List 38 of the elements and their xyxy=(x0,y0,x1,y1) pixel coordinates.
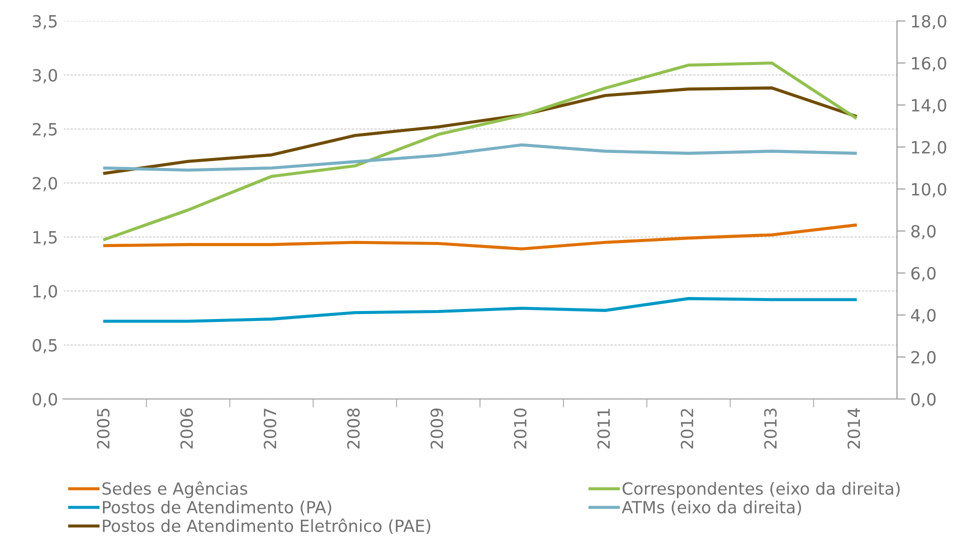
y-tick-label: 0,0 xyxy=(32,392,58,408)
y-tick-label: 1,0 xyxy=(33,284,58,300)
y-tick-label: 2,5 xyxy=(32,122,57,138)
line-series xyxy=(103,61,857,241)
x-tick-label: 2011 xyxy=(597,408,610,449)
line-series xyxy=(103,224,857,250)
x-tick-label: 2010 xyxy=(514,408,527,449)
x-tick-label: 2006 xyxy=(180,408,193,449)
y-tick-label: 3,5 xyxy=(32,14,57,30)
y2-tick-label: 0,0 xyxy=(911,392,936,408)
y2-tick-label: 4,0 xyxy=(911,308,936,324)
legend-label: Postos de Atendimento Eletrônico (PAE) xyxy=(102,518,430,534)
y2-tick-label: 8,0 xyxy=(911,224,936,240)
y-tick-label: 3,0 xyxy=(32,68,58,84)
y2-tick-label: 16,0 xyxy=(912,56,946,72)
x-tick-label: 2009 xyxy=(430,408,444,449)
y-tick-label: 2,0 xyxy=(32,176,58,192)
y-tick-label: 1,5 xyxy=(33,231,57,246)
legend-label: Postos de Atendimento (PA) xyxy=(102,500,332,516)
x-tick-label: 2007 xyxy=(264,408,276,449)
legend-label: Sedes e Agências xyxy=(102,481,248,498)
x-tick-label: 2013 xyxy=(764,408,777,449)
y2-tick-label: 14,0 xyxy=(912,98,946,114)
x-tick-label: 2005 xyxy=(96,408,110,449)
y2-tick-label: 12,0 xyxy=(912,140,946,156)
x-tick-label: 2008 xyxy=(347,408,360,449)
x-tick-label: 2014 xyxy=(848,408,860,449)
x-tick-label: 2012 xyxy=(680,409,694,449)
legend-label: ATMs (eixo da direita) xyxy=(622,500,802,516)
y2-tick-label: 10,0 xyxy=(912,182,946,198)
y2-tick-label: 18,0 xyxy=(912,14,946,30)
y2-tick-label: 6,0 xyxy=(911,266,936,282)
line-series xyxy=(103,143,857,172)
y2-tick-label: 2,0 xyxy=(911,350,936,366)
line-series xyxy=(103,297,857,323)
y-tick-label: 0,5 xyxy=(32,338,57,354)
line-series xyxy=(103,86,857,175)
legend-label: Correspondentes (eixo da direita) xyxy=(622,482,900,498)
